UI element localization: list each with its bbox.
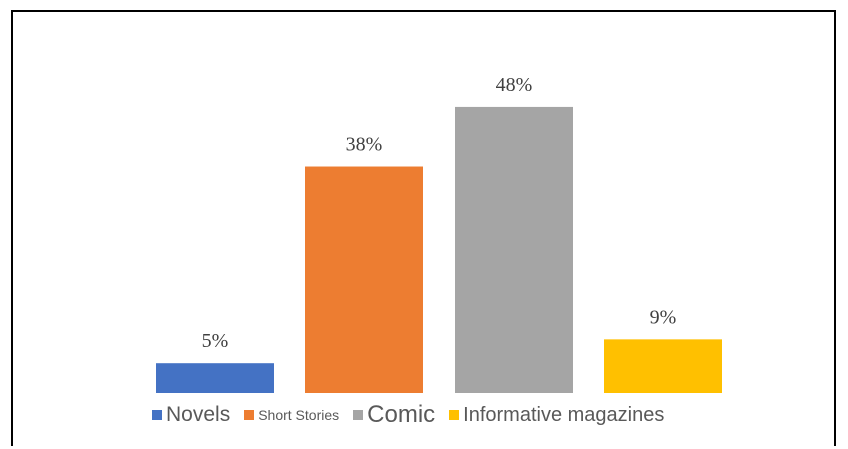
bar-informative-magazines bbox=[604, 339, 722, 393]
data-label-short-stories: 38% bbox=[346, 134, 383, 156]
data-label-novels: 5% bbox=[202, 330, 229, 352]
legend-label-informative-magazines: Informative magazines bbox=[463, 403, 665, 426]
legend-item-informative-magazines: Informative magazines bbox=[449, 404, 664, 427]
legend-item-comic: Comic bbox=[353, 401, 435, 429]
data-label-comic: 48% bbox=[496, 74, 533, 96]
legend-label-comic: Comic bbox=[367, 401, 436, 428]
legend-label-short-stories: Short Stories bbox=[258, 407, 340, 423]
bar-novels bbox=[156, 363, 274, 393]
legend-swatch-informative-magazines bbox=[449, 410, 460, 420]
legend-item-novels: Novels bbox=[152, 403, 230, 427]
legend-label-novels: Novels bbox=[166, 403, 231, 426]
bar-comic bbox=[455, 106, 573, 394]
legend-swatch-short-stories bbox=[244, 410, 255, 420]
data-label-informative-magazines: 9% bbox=[650, 306, 677, 328]
legend-swatch-novels bbox=[152, 410, 162, 420]
bar-short-stories bbox=[305, 166, 423, 393]
legend-item-short-stories: Short Stories bbox=[244, 407, 339, 423]
legend-swatch-comic bbox=[353, 410, 364, 420]
chart-legend: Novels Short Stories Comic Informative maga… bbox=[152, 401, 678, 429]
